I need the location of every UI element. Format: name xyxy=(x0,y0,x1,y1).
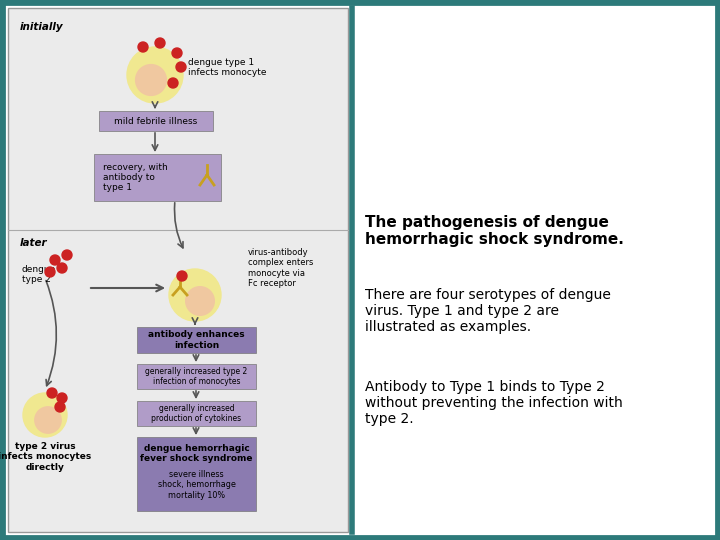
Circle shape xyxy=(57,263,67,273)
Circle shape xyxy=(172,48,182,58)
Circle shape xyxy=(45,267,55,277)
Circle shape xyxy=(135,65,166,96)
FancyBboxPatch shape xyxy=(137,327,256,353)
Circle shape xyxy=(169,269,221,321)
Circle shape xyxy=(177,271,187,281)
Text: The pathogenesis of dengue
hemorrhagic shock syndrome.: The pathogenesis of dengue hemorrhagic s… xyxy=(365,215,624,247)
FancyBboxPatch shape xyxy=(137,364,256,389)
Circle shape xyxy=(50,255,60,265)
Text: initially: initially xyxy=(20,22,63,32)
Text: antibody enhances
infection: antibody enhances infection xyxy=(148,330,245,350)
Text: severe illness
shock, hemorrhage
mortality 10%: severe illness shock, hemorrhage mortali… xyxy=(158,470,235,500)
Circle shape xyxy=(62,250,72,260)
Text: Antibody to Type 1 binds to Type 2
without preventing the infection with
type 2.: Antibody to Type 1 binds to Type 2 witho… xyxy=(365,380,623,427)
Circle shape xyxy=(186,287,215,315)
Text: type 2 virus
infects monocytes
directly: type 2 virus infects monocytes directly xyxy=(0,442,91,472)
Circle shape xyxy=(176,62,186,72)
Circle shape xyxy=(47,388,57,398)
Circle shape xyxy=(57,393,67,403)
FancyBboxPatch shape xyxy=(137,437,256,511)
FancyBboxPatch shape xyxy=(137,401,256,426)
Bar xyxy=(8,8,348,532)
Circle shape xyxy=(127,47,183,103)
FancyBboxPatch shape xyxy=(94,154,221,201)
Text: recovery, with
antibody to
type 1: recovery, with antibody to type 1 xyxy=(103,163,168,192)
Text: later: later xyxy=(20,238,48,248)
Text: dengue
type 2: dengue type 2 xyxy=(22,265,56,285)
Circle shape xyxy=(35,407,61,433)
Text: generally increased
production of cytokines: generally increased production of cytoki… xyxy=(151,404,242,423)
FancyBboxPatch shape xyxy=(99,111,213,131)
Circle shape xyxy=(138,42,148,52)
Text: mild febrile illness: mild febrile illness xyxy=(114,117,197,125)
Text: There are four serotypes of dengue
virus. Type 1 and type 2 are
illustrated as e: There are four serotypes of dengue virus… xyxy=(365,288,611,334)
Text: generally increased type 2
infection of monocytes: generally increased type 2 infection of … xyxy=(145,367,248,386)
Text: dengue type 1
infects monocyte: dengue type 1 infects monocyte xyxy=(188,58,266,77)
Text: dengue hemorrhagic
fever shock syndrome: dengue hemorrhagic fever shock syndrome xyxy=(140,444,253,463)
Circle shape xyxy=(23,393,67,437)
Text: virus-antibody
complex enters
monocyte via
Fc receptor: virus-antibody complex enters monocyte v… xyxy=(248,248,313,288)
Circle shape xyxy=(155,38,165,48)
Circle shape xyxy=(168,78,178,88)
Circle shape xyxy=(55,402,65,412)
